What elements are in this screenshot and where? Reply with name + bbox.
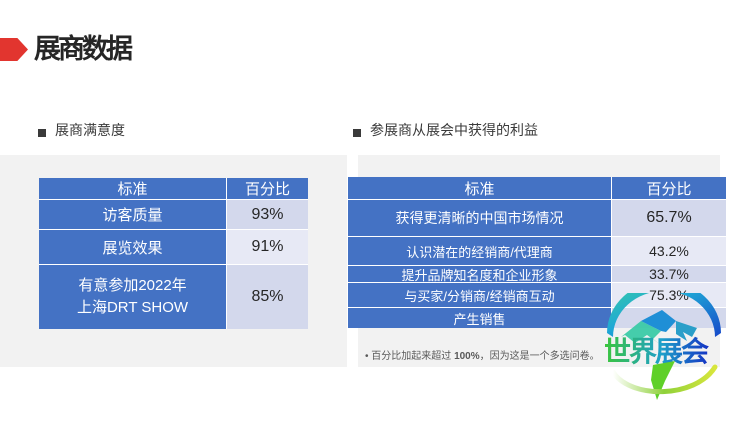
svg-text:世界展会: 世界展会 (605, 336, 709, 367)
